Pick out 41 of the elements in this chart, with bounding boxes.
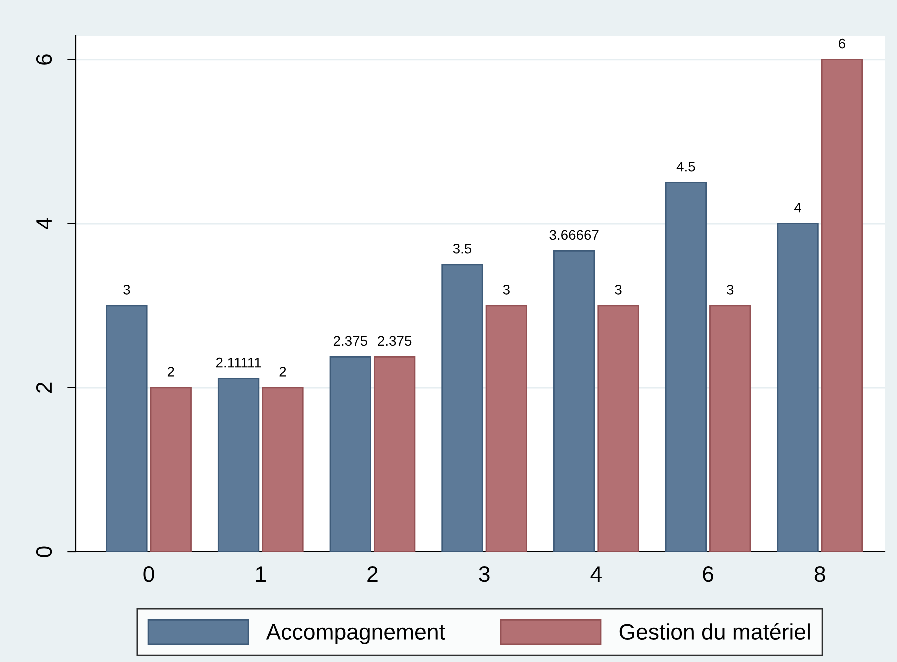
data-label: 2 xyxy=(280,367,286,377)
bar xyxy=(710,305,752,552)
x-tick-label: 4 xyxy=(590,566,602,582)
bar xyxy=(821,59,864,552)
x-tick-label: 0 xyxy=(144,566,154,582)
y-tick-label: 2 xyxy=(36,382,52,393)
bar xyxy=(554,250,596,552)
bar xyxy=(106,305,148,552)
x-tick-label: 6 xyxy=(703,566,714,582)
legend-label: Gestion du matériel xyxy=(620,623,810,640)
data-label: 2.375 xyxy=(378,336,412,346)
data-label: 2 xyxy=(168,367,174,377)
data-label: 3 xyxy=(503,284,510,295)
y-tick-label: 6 xyxy=(36,54,52,65)
bar xyxy=(486,305,528,552)
data-label: 3 xyxy=(124,284,130,295)
data-label: 4 xyxy=(794,203,802,213)
bar xyxy=(262,387,304,552)
x-tick-label: 1 xyxy=(256,566,266,582)
data-label: 3.5 xyxy=(453,244,472,254)
bar xyxy=(598,305,640,552)
legend-label: Accompagnement xyxy=(266,624,446,644)
bar xyxy=(330,356,372,552)
data-label: 4.5 xyxy=(676,162,696,172)
data-label: 2.375 xyxy=(334,336,368,346)
bar xyxy=(218,378,260,552)
bar xyxy=(442,264,484,552)
x-tick-label: 2 xyxy=(368,566,378,582)
y-tick-label: 4 xyxy=(36,218,52,230)
y-tick-label: 0 xyxy=(36,546,52,558)
data-label: 2.11111 xyxy=(216,358,262,368)
data-label: 6 xyxy=(839,38,846,49)
bar xyxy=(665,182,708,552)
x-tick-label: 3 xyxy=(479,566,490,582)
bar xyxy=(777,223,819,552)
bar xyxy=(374,356,416,552)
data-label: 3 xyxy=(615,284,622,295)
x-tick-label: 8 xyxy=(814,566,826,582)
bar xyxy=(150,387,192,552)
data-label: 3 xyxy=(727,284,734,295)
data-label: 3.66667 xyxy=(550,230,599,240)
